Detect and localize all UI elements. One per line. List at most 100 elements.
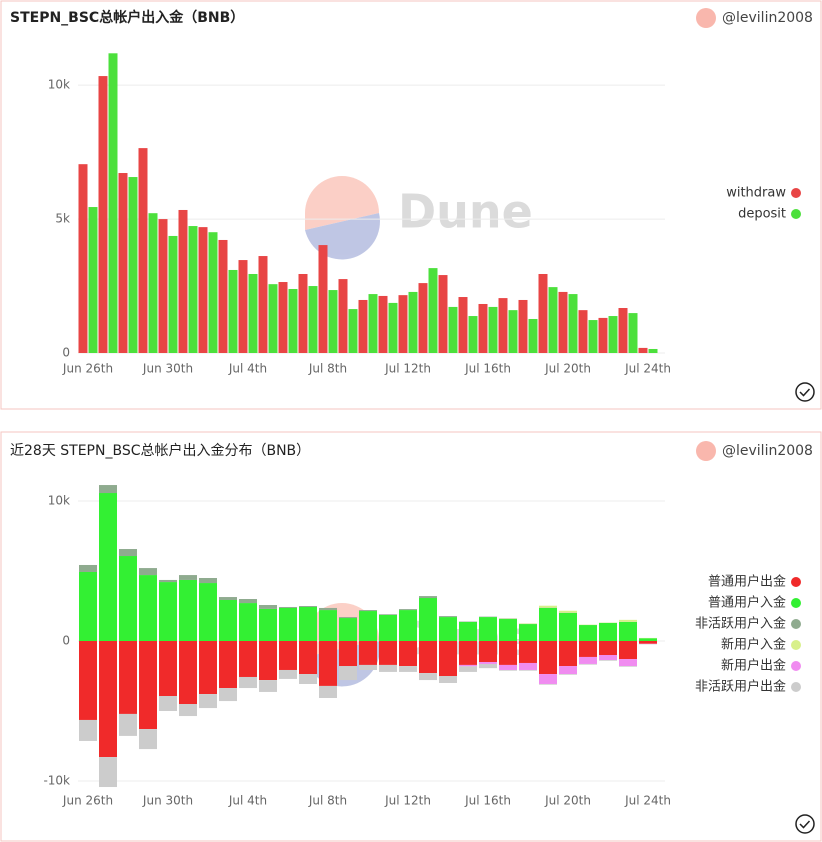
bar-segment	[499, 664, 517, 670]
bar-segment	[439, 616, 457, 618]
x-tick-label: Jul 20th	[544, 794, 591, 808]
author: @levilin2008	[722, 10, 813, 26]
bar	[618, 308, 628, 353]
bar-segment	[339, 666, 357, 681]
bar-segment	[239, 641, 257, 677]
bar-segment	[559, 666, 577, 675]
bar	[218, 239, 228, 353]
bar-segment	[539, 683, 557, 685]
bar-segment	[599, 641, 617, 655]
bar	[308, 286, 318, 353]
check-icon[interactable]	[795, 814, 815, 834]
bar-segment	[79, 571, 97, 641]
x-tick-label: Jul 20th	[544, 362, 591, 376]
bar-segment	[459, 664, 477, 667]
legend-dot	[791, 640, 801, 650]
bar-segment	[219, 688, 237, 702]
x-tick-label: Jul 4th	[228, 794, 267, 808]
bar-segment	[499, 619, 517, 641]
bar-segment	[339, 618, 357, 641]
bar-segment	[339, 641, 357, 667]
bar	[628, 313, 638, 353]
bar-segment	[239, 676, 257, 689]
legend-label: 非活跃用户入金	[695, 616, 786, 632]
bar-segment	[79, 564, 97, 572]
bar-segment	[199, 583, 217, 641]
bar-segment	[419, 673, 437, 681]
bar-segment	[119, 641, 137, 714]
chart-title: 近28天 STEPN_BSC总帐户出入金分布（BNB）	[10, 442, 310, 459]
bar-segment	[599, 622, 617, 641]
bar-segment	[299, 641, 317, 675]
x-tick-label: Jul 16th	[464, 362, 511, 376]
y-tick-label: 10k	[48, 494, 70, 508]
bar	[378, 295, 388, 353]
bar	[418, 283, 428, 353]
bar	[638, 347, 648, 353]
bar	[568, 294, 578, 353]
legend-dot	[791, 598, 801, 608]
bar	[488, 306, 498, 353]
check-icon[interactable]	[795, 382, 815, 402]
bar	[228, 269, 238, 353]
bar	[648, 348, 658, 353]
bar-segment	[199, 578, 217, 584]
bar	[608, 316, 618, 353]
bar-segment	[519, 662, 537, 670]
bar	[298, 273, 308, 353]
bar-segment	[439, 617, 457, 641]
bar-segment	[479, 641, 497, 662]
bar-segment	[399, 609, 417, 611]
bar-segment	[359, 611, 377, 641]
legend-dot	[791, 661, 801, 671]
bar-segment	[199, 694, 217, 709]
bar	[278, 282, 288, 353]
bar-segment	[159, 696, 177, 711]
bar-segment	[559, 610, 577, 613]
bar	[328, 290, 338, 353]
bar-segment	[459, 641, 477, 665]
x-tick-label: Jul 8th	[308, 362, 347, 376]
bar	[398, 295, 408, 353]
bar-segment	[359, 610, 377, 612]
bar-segment	[599, 655, 617, 661]
bar-segment	[579, 625, 597, 641]
bar-segment	[399, 610, 417, 641]
bar	[118, 173, 128, 353]
bar-segment	[519, 669, 537, 671]
bar-segment	[279, 606, 297, 608]
bar-segment	[439, 641, 457, 676]
bar-segment	[139, 575, 157, 641]
bar	[578, 310, 588, 353]
bar	[148, 213, 158, 353]
bar-segment	[419, 641, 437, 674]
x-tick-label: Jun 26th	[62, 794, 113, 808]
bar-segment	[279, 607, 297, 641]
bar-segment	[179, 641, 197, 704]
legend-label: withdraw	[726, 186, 786, 201]
bar-segment	[179, 579, 197, 641]
bar	[508, 310, 518, 353]
legend-dot	[791, 577, 801, 587]
bar-segment	[259, 641, 277, 681]
legend-label: deposit	[738, 207, 786, 222]
bar-segment	[99, 757, 117, 788]
bar-segment	[179, 575, 197, 580]
y-tick-label: 0	[62, 634, 70, 648]
bar-segment	[319, 685, 337, 698]
bar-segment	[119, 549, 137, 557]
bar	[368, 294, 378, 353]
bar-segment	[319, 641, 337, 686]
bar-segment	[519, 624, 537, 641]
watermark-text: Dune	[398, 185, 533, 239]
bar-segment	[179, 704, 197, 717]
bar	[258, 256, 268, 353]
x-tick-label: Jul 12th	[384, 794, 431, 808]
bar-segment	[539, 605, 557, 608]
bar	[588, 320, 598, 353]
bar-segment	[639, 641, 657, 644]
legend-label: 新用户入金	[721, 637, 786, 653]
x-tick-label: Jun 30th	[142, 794, 193, 808]
bar-segment	[299, 606, 317, 607]
